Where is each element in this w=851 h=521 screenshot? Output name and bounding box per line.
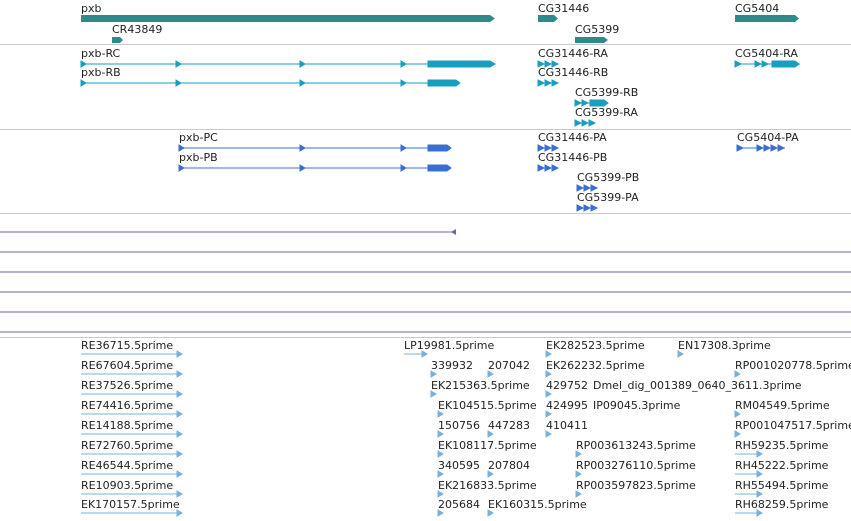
est-label[interactable]: RH68259.5prime	[735, 498, 829, 511]
alignment-track[interactable]	[0, 229, 851, 333]
est-label[interactable]: RE36715.5prime	[81, 339, 174, 352]
gene-pxb-glyph	[81, 15, 495, 22]
track-separator	[0, 213, 851, 214]
est-label[interactable]: 447283	[488, 419, 530, 432]
est-label[interactable]: RP003597823.5prime	[576, 479, 696, 492]
est-label[interactable]: RE46544.5prime	[81, 459, 174, 472]
protein-label[interactable]: pxb-PC	[179, 131, 218, 144]
protein-label[interactable]: pxb-PB	[179, 151, 218, 164]
protein-label[interactable]: CG5399-PA	[577, 191, 639, 204]
gene-cr43849-glyph	[112, 37, 123, 43]
est-label[interactable]: EK104515.5prime	[438, 399, 537, 412]
gene-track[interactable]	[81, 15, 799, 43]
gene-label[interactable]: CG5404	[735, 2, 780, 15]
est-label[interactable]: RE74416.5prime	[81, 399, 174, 412]
protein-label[interactable]: CG5404-PA	[737, 131, 799, 144]
est-label[interactable]: Dmel_dig_001389_0640_3611.3prime	[593, 379, 802, 392]
est-label[interactable]: RP003276110.5prime	[576, 459, 696, 472]
gene-label[interactable]: CG31446	[538, 2, 590, 15]
est-label[interactable]: RE10903.5prime	[81, 479, 174, 492]
est-label[interactable]: RH55494.5prime	[735, 479, 829, 492]
est-label[interactable]: 207804	[488, 459, 530, 472]
est-label[interactable]: 207042	[488, 359, 530, 372]
gene-cg31446-glyph	[538, 15, 558, 22]
est-label[interactable]: 339932	[431, 359, 473, 372]
est-label[interactable]: RE72760.5prime	[81, 439, 174, 452]
est-label[interactable]: 205684	[438, 498, 480, 511]
est-label[interactable]: RP001047517.5prime	[735, 419, 851, 432]
gene-label[interactable]: CR43849	[112, 23, 163, 36]
est-label[interactable]: EK282523.5prime	[546, 339, 645, 352]
transcript-track[interactable]	[80, 60, 800, 127]
est-track[interactable]	[81, 350, 763, 517]
est-label[interactable]: EK216833.5prime	[438, 479, 537, 492]
gene-cg5404-glyph	[735, 15, 799, 22]
est-label[interactable]: LP19981.5prime	[404, 339, 495, 352]
transcript-label[interactable]: CG5399-RB	[575, 86, 639, 99]
est-label[interactable]: 150756	[438, 419, 480, 432]
est-label[interactable]: 340595	[438, 459, 480, 472]
est-label[interactable]: RE14188.5prime	[81, 419, 174, 432]
est-label[interactable]: EK170157.5prime	[81, 498, 180, 511]
track-separator	[0, 129, 851, 130]
protein-track[interactable]	[178, 144, 786, 212]
est-label[interactable]: RH45222.5prime	[735, 459, 829, 472]
protein-label[interactable]: CG31446-PA	[538, 131, 607, 144]
transcript-label[interactable]: CG5399-RA	[575, 106, 638, 119]
est-label[interactable]: RP003613243.5prime	[576, 439, 696, 452]
track-separator	[0, 337, 851, 338]
est-label[interactable]: 424995	[546, 399, 588, 412]
protein-label[interactable]: CG5399-PB	[577, 171, 640, 184]
transcript-label[interactable]: CG5404-RA	[735, 47, 798, 60]
est-label[interactable]: EK262232.5prime	[546, 359, 645, 372]
est-label[interactable]: EK215363.5prime	[431, 379, 530, 392]
gene-label[interactable]: CG5399	[575, 23, 620, 36]
est-label[interactable]: RM04549.5prime	[735, 399, 830, 412]
est-label[interactable]: EN17308.3prime	[678, 339, 771, 352]
transcript-label[interactable]: pxb-RC	[81, 47, 121, 60]
est-label[interactable]: IP09045.3prime	[593, 399, 681, 412]
est-label[interactable]: RE67604.5prime	[81, 359, 174, 372]
est-label[interactable]: 410411	[546, 419, 588, 432]
track-separator	[0, 44, 851, 45]
transcript-label[interactable]: CG31446-RB	[538, 66, 609, 79]
est-label[interactable]: 429752	[546, 379, 588, 392]
gene-label[interactable]: pxb	[81, 2, 102, 15]
est-label[interactable]: RH59235.5prime	[735, 439, 829, 452]
transcript-label[interactable]: CG31446-RA	[538, 47, 608, 60]
gene-cg5399-glyph	[575, 37, 608, 43]
transcript-label[interactable]: pxb-RB	[81, 66, 121, 79]
est-label[interactable]: EK108117.5prime	[438, 439, 537, 452]
est-label[interactable]: RP001020778.5prime	[735, 359, 851, 372]
protein-label[interactable]: CG31446-PB	[538, 151, 608, 164]
est-label[interactable]: EK160315.5prime	[488, 498, 587, 511]
est-label[interactable]: RE37526.5prime	[81, 379, 174, 392]
